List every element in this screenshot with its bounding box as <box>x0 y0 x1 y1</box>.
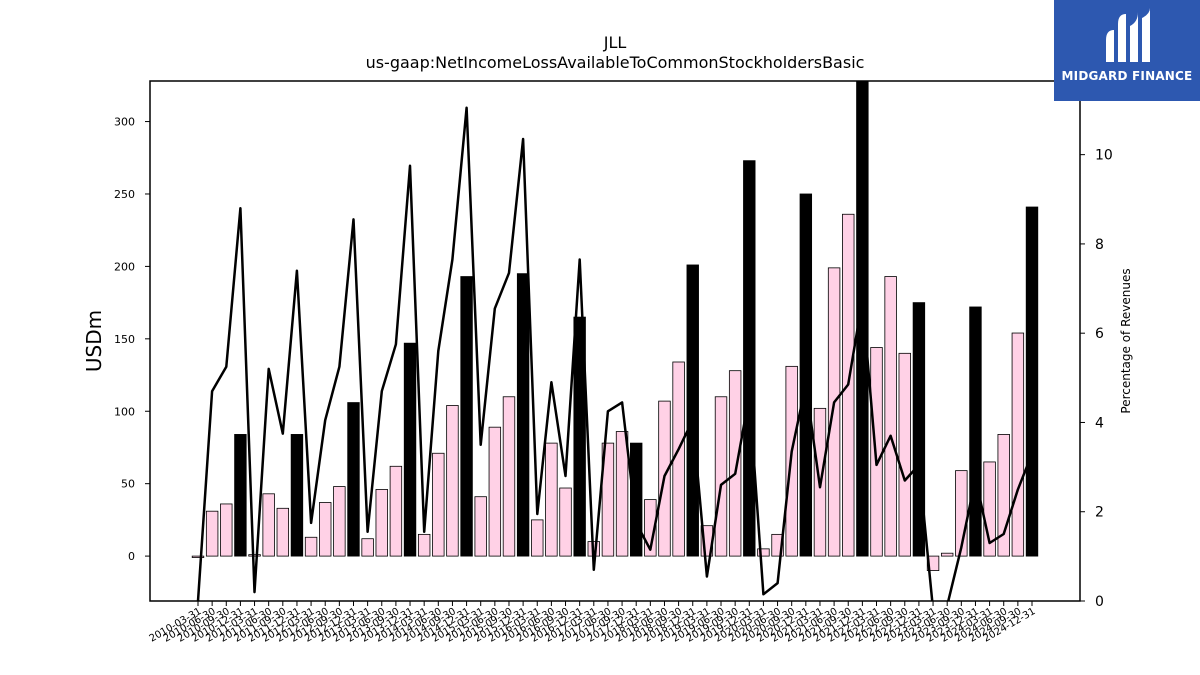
bar-2016-12-31 <box>573 316 586 557</box>
bar-2012-03-31 <box>304 536 318 557</box>
bar-2016-09-30 <box>559 487 572 557</box>
bar-2024-06-30 <box>997 434 1010 557</box>
bar-2018-12-31 <box>686 264 699 557</box>
y2-tick-label: 6 <box>1095 326 1104 342</box>
x-axis-ticks: 2010-03-312010-06-302010-09-302010-12-31… <box>148 601 1038 645</box>
bar-2016-06-30 <box>545 442 558 557</box>
bar-2015-12-31 <box>516 273 530 557</box>
y2-tick-label: 2 <box>1095 505 1104 521</box>
bar-2010-09-30 <box>220 503 233 557</box>
brand-name: MIDGARD FINANCE <box>1061 69 1193 83</box>
bar-2022-06-30 <box>884 276 897 557</box>
bar-2010-06-30 <box>205 510 219 557</box>
ratio-line <box>196 106 1034 601</box>
y2-tick-label: 4 <box>1095 415 1104 431</box>
y-axis-label: USDm <box>82 310 106 372</box>
y2-tick-label: 10 <box>1095 148 1113 164</box>
bar-2020-12-31 <box>799 193 813 557</box>
bar-2015-09-30 <box>502 396 516 557</box>
bar-2016-03-31 <box>531 519 544 557</box>
bar-2011-03-31 <box>248 554 261 557</box>
bar-2012-12-31 <box>347 402 360 557</box>
bar-2023-03-31 <box>926 555 940 571</box>
y-tick-label: 200 <box>114 260 135 273</box>
chart-subtitle: us-gaap:NetIncomeLossAvailableToCommonSt… <box>366 53 865 72</box>
bar-2013-06-30 <box>375 489 388 557</box>
bar-2013-12-31 <box>403 342 417 557</box>
bar-2010-12-31 <box>234 434 247 557</box>
brand-logo: MIDGARD FINANCE <box>1054 0 1200 101</box>
y-tick-label: 50 <box>121 478 135 491</box>
chart-title: JLL <box>603 33 627 52</box>
bar-2019-09-30 <box>728 370 742 557</box>
y2-tick-label: 8 <box>1095 237 1104 253</box>
bar-2018-03-31 <box>644 499 657 557</box>
bar-2017-12-31 <box>630 442 643 557</box>
bar-2017-06-30 <box>601 442 615 557</box>
bar-2014-03-31 <box>417 533 431 557</box>
bar-2015-06-30 <box>488 426 502 557</box>
bar-series <box>191 81 1039 571</box>
bar-2011-12-31 <box>290 434 304 557</box>
right-axis-ticks: 0 2 4 6 8 10 <box>1080 148 1113 610</box>
bar-2013-03-31 <box>361 538 374 557</box>
y-tick-label: 100 <box>114 405 135 418</box>
bar-2015-03-31 <box>474 496 487 557</box>
bar-2024-03-31 <box>983 461 996 557</box>
bar-2011-09-30 <box>276 507 290 557</box>
bar-2020-03-31 <box>757 548 770 557</box>
y-tick-label: 0 <box>128 550 135 563</box>
bar-2012-09-30 <box>333 486 346 557</box>
bar-2014-09-30 <box>446 405 459 557</box>
ratio-line-series <box>196 106 1034 601</box>
bar-2020-06-30 <box>771 533 784 557</box>
bar-2023-06-30 <box>940 552 954 557</box>
bar-2017-09-30 <box>615 431 629 557</box>
midgard-m-logo-icon <box>1106 8 1150 62</box>
bar-2021-12-31 <box>856 81 869 557</box>
bar-2014-12-31 <box>460 276 473 557</box>
bar-2022-12-31 <box>912 302 926 557</box>
y-tick-label: 250 <box>114 188 135 201</box>
y-tick-label: 300 <box>114 116 135 129</box>
bar-2019-06-30 <box>714 396 728 557</box>
bar-2021-06-30 <box>827 267 841 557</box>
bar-2012-06-30 <box>319 502 332 557</box>
y2-axis-label: Percentage of Revenues <box>1119 268 1133 413</box>
bar-2024-12-31 <box>1025 206 1039 557</box>
plot-frame <box>149 80 1081 602</box>
bar-2024-09-30 <box>1011 332 1025 557</box>
bar-2013-09-30 <box>389 465 403 557</box>
bar-2010-03-31 <box>191 555 205 558</box>
bar-2011-06-30 <box>262 493 275 557</box>
y-tick-label: 150 <box>114 333 135 346</box>
y2-tick-label: 0 <box>1095 594 1104 610</box>
bar-2019-12-31 <box>743 160 756 557</box>
bar-2023-12-31 <box>969 306 982 557</box>
bar-2022-09-30 <box>898 352 911 557</box>
left-axis-ticks: 0 50 100 150 200 250 300 <box>114 116 150 563</box>
bar-2014-06-30 <box>432 452 445 557</box>
